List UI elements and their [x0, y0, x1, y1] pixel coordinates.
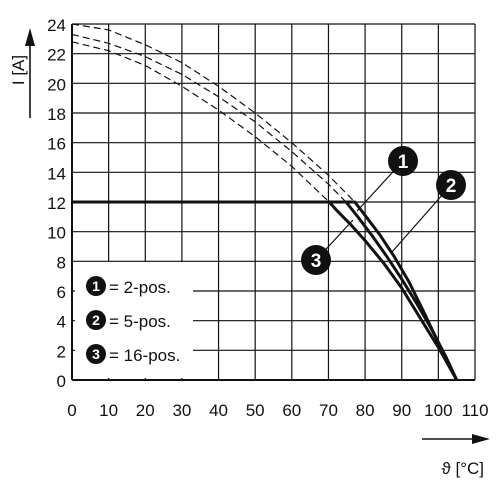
series-1-dashed [71, 23, 356, 203]
x-axis-arrow-head [472, 434, 490, 444]
legend-badge-1 [86, 276, 106, 296]
callout-badge-2 [436, 170, 466, 200]
x-tick-80: 80 [356, 401, 375, 420]
legend-label-3: = 16-pos. [109, 346, 180, 365]
x-tick-50: 50 [246, 401, 265, 420]
x-tick-10: 10 [99, 401, 118, 420]
y-tick-6: 6 [57, 283, 66, 302]
y-tick-12: 12 [47, 194, 66, 213]
y-tick-22: 22 [47, 46, 66, 65]
callout-badge-1 [388, 146, 418, 176]
y-tick-0: 0 [57, 372, 66, 391]
y-tick-10: 10 [47, 224, 66, 243]
callout-number-3: 3 [311, 251, 322, 272]
x-axis-label: ϑ [°C] [441, 459, 484, 478]
legend-badge-2 [86, 310, 106, 330]
series-3-line [72, 200, 459, 381]
legend-label-2: = 5-pos. [109, 312, 171, 331]
callout-number-1: 1 [398, 152, 409, 173]
y-tick-24: 24 [47, 16, 66, 35]
legend-badge-number-2: 2 [92, 312, 100, 328]
callout-badge-3 [301, 245, 331, 275]
y-tick-2: 2 [57, 342, 66, 361]
y-tick-16: 16 [47, 135, 66, 154]
x-tick-30: 30 [172, 401, 191, 420]
y-tick-14: 14 [47, 164, 66, 183]
x-tick-90: 90 [392, 401, 411, 420]
y-tick-8: 8 [57, 253, 66, 272]
x-tick-100: 100 [424, 401, 452, 420]
callouts: 1 2 3 [301, 146, 466, 275]
legend-badge-3 [86, 344, 106, 364]
y-tick-4: 4 [57, 313, 66, 332]
legend-badge-number-3: 3 [92, 346, 100, 362]
y-axis-arrow-head [25, 28, 35, 46]
series-2-dashed [71, 33, 347, 203]
y-tick-18: 18 [47, 105, 66, 124]
x-tick-70: 70 [319, 401, 338, 420]
series-2-line [72, 200, 459, 381]
x-tick-20: 20 [136, 401, 155, 420]
y-axis-label: I [A] [9, 55, 28, 85]
x-tick-110: 110 [461, 401, 488, 420]
series-lines [71, 23, 459, 381]
legend: 1 = 2-pos. 2 = 5-pos. 3 = 16-pos. [75, 262, 193, 378]
callout-number-2: 2 [446, 176, 457, 197]
series-3-dashed [71, 41, 330, 203]
x-tick-40: 40 [209, 401, 228, 420]
y-tick-20: 20 [47, 75, 66, 94]
x-tick-0: 0 [67, 401, 76, 420]
legend-label-1: = 2-pos. [109, 278, 171, 297]
legend-items: 1 = 2-pos. 2 = 5-pos. 3 = 16-pos. [86, 276, 180, 365]
x-tick-labels: 0 10 20 30 40 50 60 70 80 90 100 110 [67, 401, 488, 420]
x-tick-60: 60 [282, 401, 301, 420]
legend-badge-number-1: 1 [92, 278, 100, 294]
